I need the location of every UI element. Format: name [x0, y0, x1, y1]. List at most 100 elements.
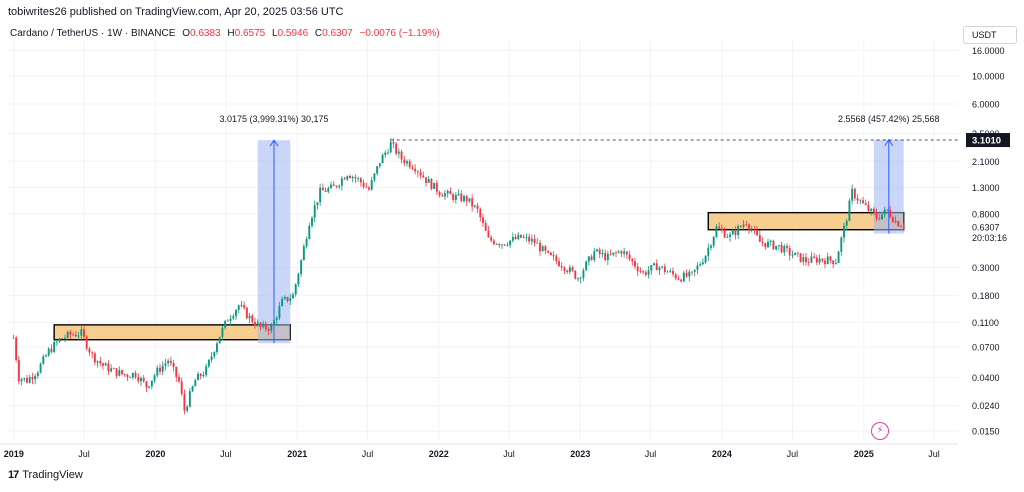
candle-body	[452, 194, 455, 200]
candle-body	[541, 246, 544, 252]
candle-body	[64, 337, 66, 339]
candle-body	[788, 248, 791, 256]
candle-body	[623, 251, 626, 254]
measure-label: 2.5568 (457.42%) 25,568	[838, 114, 940, 124]
candle-body	[764, 242, 767, 248]
candle-body	[403, 159, 406, 164]
candle-body	[387, 152, 389, 154]
candle-body	[145, 381, 148, 388]
candle-body	[731, 230, 734, 235]
symbol-name[interactable]: Cardano / TetherUS · 1W · BINANCE	[10, 28, 176, 39]
candle-body	[647, 270, 650, 275]
high-price-label: 3.1010	[972, 136, 1001, 147]
candle-body	[886, 209, 889, 211]
x-tick-label: 2023	[570, 449, 590, 459]
symbol-legend: Cardano / TetherUS · 1W · BINANCE O0.638…	[10, 28, 440, 39]
candle-body	[273, 320, 275, 326]
open-value: 0.6383	[190, 28, 221, 39]
candle-body	[832, 260, 835, 265]
candle-body	[628, 254, 631, 260]
candle-body	[131, 372, 134, 378]
candle-body	[15, 337, 18, 360]
candle-body	[704, 255, 707, 263]
candle-body	[566, 270, 569, 272]
candle-body	[340, 178, 343, 186]
candle-body	[761, 241, 764, 243]
candle-body	[560, 266, 563, 268]
candle-body	[34, 375, 37, 380]
currency-button[interactable]: USDT	[963, 26, 1017, 44]
candle-body	[297, 273, 300, 285]
candle-body	[810, 256, 813, 263]
candle-body	[585, 261, 588, 271]
candle-body	[449, 190, 452, 195]
candle-body	[509, 240, 512, 246]
candle-body	[799, 253, 802, 262]
candle-body	[83, 329, 85, 337]
candle-body	[672, 270, 674, 275]
grid	[0, 40, 958, 445]
candle-body	[123, 373, 126, 375]
candle-body	[650, 265, 653, 271]
candle-body	[226, 320, 229, 322]
candle-body	[520, 234, 522, 238]
candle-body	[490, 237, 493, 241]
candle-body	[587, 256, 590, 262]
candle-body	[522, 237, 525, 239]
candle-body	[80, 329, 83, 336]
candle-body	[634, 261, 636, 267]
candle-body	[286, 296, 289, 301]
candle-body	[772, 240, 775, 250]
candle-body	[563, 267, 566, 271]
candle-body	[661, 266, 664, 268]
candle-body	[533, 238, 536, 243]
candle-body	[897, 221, 900, 227]
x-tick-label: 2021	[287, 449, 307, 459]
candle-body	[479, 208, 482, 218]
candle-body	[150, 380, 153, 387]
candle-body	[867, 204, 870, 211]
open-label: O	[182, 28, 190, 39]
candle-body	[669, 270, 672, 272]
candle-body	[503, 244, 506, 246]
candle-body	[357, 178, 360, 179]
candle-body	[530, 238, 533, 242]
candle-body	[338, 185, 341, 187]
measure-label: 3.0175 (3,999.31%) 30,175	[219, 114, 328, 124]
candle-body	[748, 224, 750, 230]
x-tick-label: Jul	[503, 449, 515, 459]
candle-body	[281, 298, 284, 307]
price-axis[interactable]: 16.000010.00006.00003.50002.10001.30000.…	[966, 46, 1010, 437]
lightning-icon[interactable]: ⚡	[871, 422, 889, 440]
candle-body	[739, 226, 742, 227]
candle-body	[224, 320, 227, 328]
candle-body	[397, 151, 400, 154]
candle-body	[142, 377, 145, 382]
high-price-tag	[966, 133, 1010, 148]
candle-body	[517, 234, 520, 240]
candle-body	[889, 209, 892, 218]
candle-body	[17, 359, 20, 382]
candle-body	[180, 381, 183, 394]
candle-body	[710, 245, 712, 248]
candle-body	[267, 328, 270, 331]
candle-body	[278, 306, 281, 318]
candle-body	[408, 161, 411, 168]
x-tick-label: Jul	[78, 449, 90, 459]
candle-body	[153, 375, 156, 381]
candle-body	[283, 296, 286, 299]
candle-body	[102, 363, 104, 366]
candle-body	[777, 244, 780, 246]
candle-body	[818, 258, 821, 263]
range-boxes	[53, 211, 905, 341]
candle-body	[756, 229, 759, 236]
time-axis[interactable]: 2019 Jul 2020 Jul 2021 Jul 2022 Jul 2023 Jul 2024 J…	[4, 449, 940, 459]
candle-body	[883, 209, 886, 215]
candle-body	[593, 251, 596, 261]
candle-body	[796, 252, 799, 254]
candle-body	[805, 257, 807, 263]
candle-body	[685, 272, 688, 277]
candle-body	[61, 338, 64, 340]
candle-body	[254, 322, 256, 326]
